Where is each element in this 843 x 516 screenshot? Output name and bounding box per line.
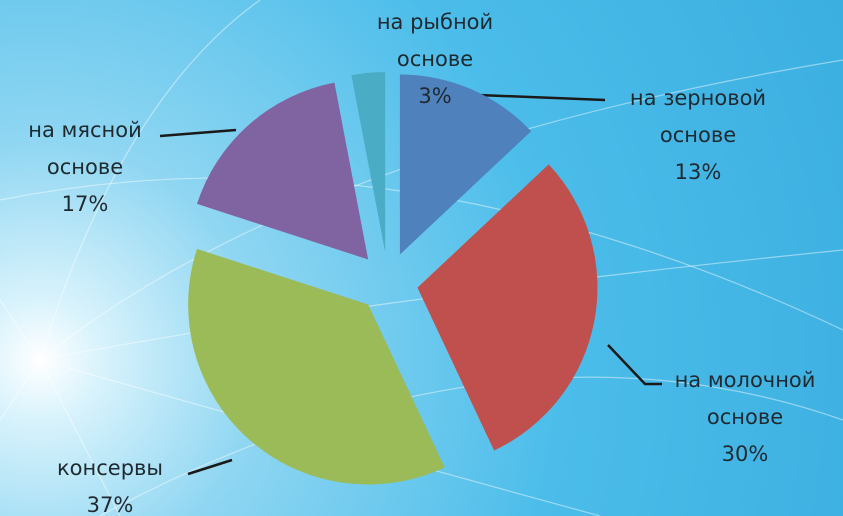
category-label: на зерновой основе: [613, 80, 783, 154]
chart: на зерновой основе13%на молочной основе3…: [0, 0, 843, 516]
value-label: 17%: [5, 186, 165, 223]
category-label: на рыбной основе: [360, 4, 510, 78]
pie-slice: [188, 249, 445, 485]
category-label: консервы: [10, 450, 210, 487]
pie-slice: [197, 83, 368, 260]
value-label: 30%: [660, 436, 830, 473]
category-label: на мясной основе: [5, 112, 165, 186]
value-label: 13%: [613, 154, 783, 191]
value-label: 37%: [10, 487, 210, 516]
category-label: на молочной основе: [660, 362, 830, 436]
value-label: 3%: [360, 78, 510, 115]
